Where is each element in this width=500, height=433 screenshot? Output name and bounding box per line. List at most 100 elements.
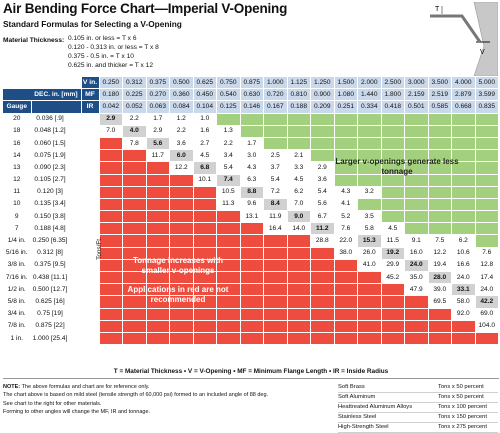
tonnage-cell (240, 113, 265, 126)
tonnage-cell: 19.2 (380, 246, 406, 260)
tonnage-cell (287, 247, 312, 260)
tonnage-cell (240, 259, 265, 273)
tonnage-cell (287, 320, 312, 333)
tonnage-cell (263, 332, 288, 346)
tonnage-cell (169, 259, 194, 273)
mf-value: 1.440 (357, 88, 382, 102)
tonnage-cell (334, 149, 359, 163)
tonnage-cell: 24.0 (404, 258, 429, 273)
mf-value: 3.599 (475, 88, 500, 102)
tonnage-cell (310, 332, 335, 346)
annotation-red-increase: Tonnage increases with smaller v-opening… (132, 256, 224, 275)
tonnage-cell (334, 295, 359, 309)
tonnage-cell (216, 247, 241, 260)
tons-spacer (69, 283, 82, 297)
tonnage-cell (146, 247, 171, 260)
tonnage-cell (193, 198, 218, 212)
tons-spacer (69, 234, 82, 248)
tons-spacer (81, 161, 100, 175)
tonnage-cell (428, 332, 453, 346)
v-value: 1.250 (310, 77, 335, 90)
mf-value: 2.159 (404, 88, 429, 102)
tonnage-cell (310, 308, 335, 321)
tonnage-cell: 10.1 (193, 174, 218, 187)
tonnage-cell (169, 174, 194, 187)
tonnage-cell (146, 308, 171, 321)
table-row: 9 0.150 [3.8] 13.1 11.9 9.0 6.7 5.2 3.5 (3, 210, 500, 224)
tonnage-cell (216, 271, 241, 285)
tonnage-cell: 11.7 (146, 149, 171, 163)
tonnage-cell (216, 283, 241, 297)
tonnage-cell: 9.0 (286, 210, 312, 224)
material-factor: Tons x 50 percent (438, 384, 484, 390)
tons-spacer (69, 222, 82, 236)
tonnage-cell (169, 234, 194, 248)
tonnage-cell (122, 149, 147, 163)
tonnage-cell: 38.0 (334, 247, 359, 260)
tonnage-cell (99, 271, 124, 285)
tonnage-cell (287, 113, 312, 126)
tonnage-cell (428, 149, 453, 163)
tonnage-cell (381, 174, 406, 187)
tons-spacer (69, 295, 82, 309)
material-name: High-Strength Steel (338, 424, 389, 430)
tonnage-cell: 5.4 (263, 174, 288, 187)
tonnage-cell (99, 186, 124, 199)
tonnage-cell (169, 295, 194, 309)
tonnage-cell (216, 295, 241, 309)
tonnage-cell: 1.3 (216, 125, 241, 138)
tonnage-cell (334, 174, 359, 187)
tonnage-cell (451, 320, 476, 333)
table-row: 13 0.090 [2.3] 12.2 6.8 5.4 4.3 3.7 3.3 2.9 (3, 161, 500, 175)
tonnage-cell: 29.9 (381, 259, 406, 273)
tonnage-cell (240, 295, 265, 309)
tonnage-cell: 17.4 (475, 271, 500, 285)
tons-spacer (69, 149, 82, 163)
tonnage-cell (99, 332, 124, 346)
tons-spacer (81, 125, 100, 138)
annotation-green: Larger v-openings generate less tonnage (335, 157, 459, 176)
note-line: The chart above is based on mild steel (… (3, 392, 269, 399)
tonnage-cell (216, 308, 241, 321)
tonnage-cell (146, 174, 171, 187)
v-value: 0.312 (122, 77, 147, 90)
gauge-cell: 14 (3, 149, 32, 163)
tonnage-cell (122, 210, 147, 224)
tonnage-cell (122, 259, 147, 273)
sheet-metal-icon (430, 14, 482, 43)
tonnage-cell (357, 198, 382, 212)
decimal-cell: 0.438 [11.1] (31, 271, 70, 285)
tonnage-cell (310, 149, 335, 163)
v-opening-diagram: T V (430, 2, 498, 76)
tonnage-cell (310, 113, 335, 126)
tonnage-cell (146, 259, 171, 273)
tonnage-cell (381, 186, 406, 199)
tonnage-cell (428, 210, 453, 224)
bending-force-table: V in. 0.250 0.312 0.375 0.500 0.625 0.750 0.875… (3, 77, 500, 346)
tonnage-cell (381, 149, 406, 163)
tonnage-cell (263, 320, 288, 333)
tonnage-cell (122, 222, 147, 236)
tons-spacer (69, 271, 82, 285)
table-row: 10 0.135 [3.4] 11.3 9.6 8.4 7.0 5.6 4.1 (3, 197, 500, 212)
tonnage-cell: 35.0 (404, 271, 429, 285)
tonnage-cell: 11.2 (310, 222, 335, 236)
v-value: 0.875 (240, 77, 265, 90)
tonnage-cell (357, 125, 382, 138)
tonnage-cell: 7.0 (287, 198, 312, 212)
tonnage-cell: 16.6 (451, 259, 476, 273)
decimal-cell: 0.036 [.9] (31, 113, 70, 126)
tons-spacer (69, 259, 82, 273)
tonnage-cell: 14.0 (287, 222, 312, 236)
tons-spacer (69, 161, 82, 175)
tonnage-cell (122, 271, 147, 285)
mf-value: 0.900 (310, 88, 335, 102)
table-row: 5/8 in. 0.625 [16] 69.5 58.0 42.2 (3, 295, 500, 309)
tonnage-cell (404, 295, 429, 309)
tonnage-cell: 1.0 (193, 113, 218, 126)
tonnage-cell: 4.5 (193, 149, 218, 163)
notes: NOTE: The above formulas and chart are f… (3, 383, 323, 417)
tons-spacer (69, 113, 82, 126)
tonnage-cell (146, 271, 171, 285)
tonnage-cell (169, 186, 194, 199)
